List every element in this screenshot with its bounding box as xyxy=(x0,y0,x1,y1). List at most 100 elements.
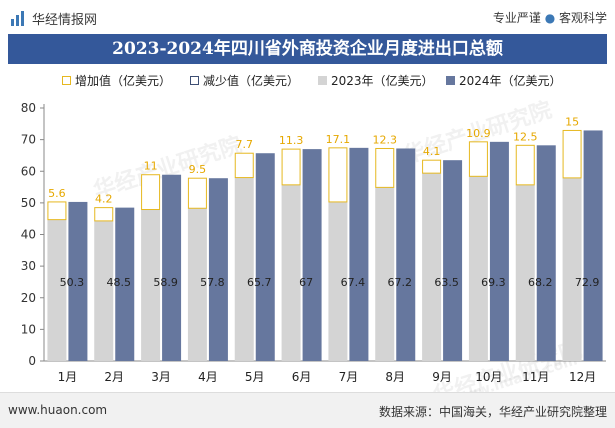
increase-box xyxy=(94,207,114,222)
value-label-2024: 67.4 xyxy=(341,276,366,289)
bar-2023 xyxy=(422,173,442,361)
bar-2024 xyxy=(68,201,88,361)
increase-value-label: 11 xyxy=(144,160,158,173)
footer-url: www.huaon.com xyxy=(8,403,108,417)
slogan: 专业严谨 ● 客观科学 xyxy=(493,9,607,26)
value-label-2024: 63.5 xyxy=(434,276,459,289)
legend-item-2024: 2024年（亿美元） xyxy=(446,72,562,89)
top-bar: 华经情报网 专业严谨 ● 客观科学 xyxy=(0,0,615,34)
increase-box xyxy=(562,129,582,179)
legend-swatch-increase xyxy=(62,76,71,85)
x-tick-label: 1月 xyxy=(58,370,78,384)
x-tick-label: 3月 xyxy=(151,370,171,384)
x-tick-label: 12月 xyxy=(569,370,596,384)
increase-value-label: 10.9 xyxy=(466,127,491,140)
legend-item-decrease: 减少值（亿美元） xyxy=(190,72,299,89)
legend-label-decrease: 减少值（亿美元） xyxy=(203,74,300,88)
legend-item-increase: 增加值（亿美元） xyxy=(62,72,171,89)
increase-box xyxy=(187,177,207,209)
bar-2023 xyxy=(47,219,67,361)
bar-2024 xyxy=(115,207,135,361)
value-label-2024: 48.5 xyxy=(107,276,132,289)
y-tick-label: 20 xyxy=(21,291,36,305)
x-tick-label: 6月 xyxy=(292,370,312,384)
bar-2024 xyxy=(489,141,509,361)
y-tick-label: 0 xyxy=(28,354,36,368)
increase-value-label: 9.5 xyxy=(189,163,207,176)
legend-swatch-2023 xyxy=(318,76,327,85)
value-label-2024: 65.7 xyxy=(247,276,272,289)
bar-2023 xyxy=(234,177,254,361)
value-label-2024: 67.2 xyxy=(388,276,413,289)
y-tick-label: 70 xyxy=(21,133,36,147)
bar-2024 xyxy=(302,149,322,361)
increase-box xyxy=(141,174,161,211)
bar-2024 xyxy=(255,153,275,361)
increase-value-label: 11.3 xyxy=(279,134,304,147)
increase-box xyxy=(281,148,301,186)
bar-2024 xyxy=(349,147,369,361)
increase-value-label: 17.1 xyxy=(326,133,351,146)
value-label-2024: 72.9 xyxy=(575,276,600,289)
y-tick-label: 80 xyxy=(21,101,36,115)
x-tick-label: 4月 xyxy=(198,370,218,384)
bar-2023 xyxy=(328,201,348,361)
legend-swatch-decrease xyxy=(190,76,199,85)
increase-value-label: 4.2 xyxy=(95,193,113,206)
increase-value-label: 4.1 xyxy=(423,145,441,158)
value-label-2024: 58.9 xyxy=(153,276,178,289)
bar-2023 xyxy=(281,184,301,361)
slogan-right: 客观科学 xyxy=(558,11,607,25)
increase-value-label: 12.5 xyxy=(513,130,538,143)
chart-title: 2023-2024年四川省外商投资企业月度进出口总额 xyxy=(8,34,607,64)
bar-2023 xyxy=(94,220,114,361)
bullet-dot-icon: ● xyxy=(544,11,559,25)
increase-value-label: 5.6 xyxy=(48,187,66,200)
bar-2024 xyxy=(208,178,228,361)
increase-value-label: 7.7 xyxy=(236,138,254,151)
value-label-2024: 67 xyxy=(299,276,313,289)
bar-2024 xyxy=(396,148,416,361)
brand-name: 华经情报网 xyxy=(32,13,98,28)
legend-item-2023: 2023年（亿美元） xyxy=(318,72,434,89)
bar-2024 xyxy=(443,160,463,361)
x-tick-label: 9月 xyxy=(432,370,452,384)
bar-2023 xyxy=(187,208,207,361)
x-tick-label: 8月 xyxy=(385,370,405,384)
legend-swatch-2024 xyxy=(446,76,455,85)
bar-2023 xyxy=(562,177,582,361)
y-tick-label: 40 xyxy=(21,228,36,242)
legend-label-2024: 2024年（亿美元） xyxy=(459,74,562,88)
x-tick-label: 7月 xyxy=(339,370,359,384)
bar-2023 xyxy=(515,184,535,361)
increase-box xyxy=(375,147,395,188)
bar-2024 xyxy=(583,130,603,361)
value-label-2024: 69.3 xyxy=(481,276,506,289)
y-tick-label: 60 xyxy=(21,164,36,178)
bar-2024 xyxy=(162,174,182,361)
y-tick-label: 30 xyxy=(21,259,36,273)
x-tick-label: 5月 xyxy=(245,370,265,384)
footer-source: 数据来源：中国海关，华经产业研究院整理 xyxy=(378,405,607,419)
bar-chart: 0 10 20 30 40 50 60 70 80 5.6 50.3 1月 4.2 48.5 2月 11 58.… xyxy=(21,101,606,384)
footer: www.huaon.com 数据来源：中国海关，华经产业研究院整理 xyxy=(0,392,615,428)
legend-label-increase: 增加值（亿美元） xyxy=(75,74,172,88)
increase-value-label: 15 xyxy=(565,115,579,128)
increase-box xyxy=(515,144,535,186)
bar-2023 xyxy=(375,187,395,361)
y-tick-label: 50 xyxy=(21,196,36,210)
increase-box xyxy=(328,147,348,203)
increase-box xyxy=(468,141,488,177)
increase-box xyxy=(234,152,254,179)
slogan-left: 专业严谨 xyxy=(492,11,541,25)
increase-value-label: 12.3 xyxy=(373,133,398,146)
increase-box xyxy=(422,159,442,174)
bar-2023 xyxy=(468,176,488,361)
x-tick-label: 2月 xyxy=(104,370,124,384)
value-label-2024: 68.2 xyxy=(528,276,553,289)
x-tick-label: 10月 xyxy=(475,370,502,384)
bar-2023 xyxy=(141,209,161,361)
value-label-2024: 50.3 xyxy=(60,276,85,289)
bar-2024 xyxy=(536,145,556,361)
chart-legend: 增加值（亿美元） 减少值（亿美元） 2023年（亿美元） 2024年（亿美元） xyxy=(0,72,615,92)
